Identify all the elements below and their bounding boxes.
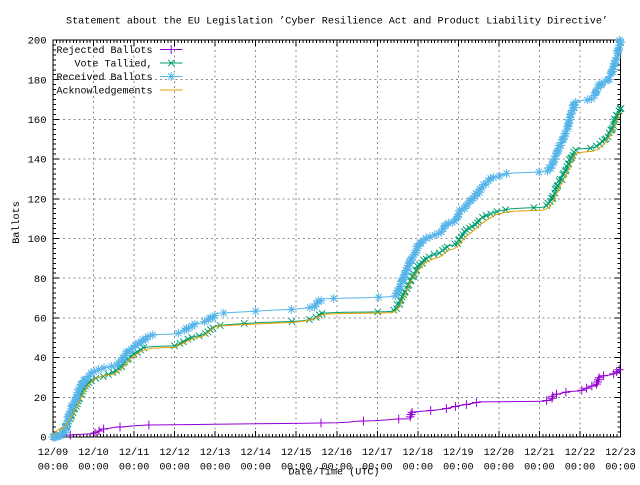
svg-text:00:00: 00:00 xyxy=(403,462,434,474)
svg-text:12/17: 12/17 xyxy=(362,447,393,459)
svg-text:12/13: 12/13 xyxy=(200,447,231,459)
svg-text:12/14: 12/14 xyxy=(240,447,271,459)
svg-text:100: 100 xyxy=(28,234,47,246)
svg-text:12/23: 12/23 xyxy=(605,447,636,459)
svg-text:12/09: 12/09 xyxy=(38,447,69,459)
svg-text:20: 20 xyxy=(34,393,47,405)
svg-text:12/21: 12/21 xyxy=(524,447,555,459)
svg-text:12/18: 12/18 xyxy=(403,447,434,459)
svg-text:160: 160 xyxy=(28,115,47,127)
svg-text:00:00: 00:00 xyxy=(322,462,353,474)
svg-text:Acknowledgements: Acknowledgements xyxy=(57,86,153,98)
svg-text:12/15: 12/15 xyxy=(281,447,312,459)
svg-text:00:00: 00:00 xyxy=(565,462,596,474)
svg-text:Rejected Ballots: Rejected Ballots xyxy=(57,45,153,57)
svg-text:180: 180 xyxy=(28,75,47,87)
svg-text:80: 80 xyxy=(34,274,47,286)
svg-text:12/12: 12/12 xyxy=(159,447,190,459)
svg-text:00:00: 00:00 xyxy=(78,462,109,474)
svg-text:0: 0 xyxy=(40,433,46,445)
svg-text:60: 60 xyxy=(34,314,47,326)
svg-text:Received Ballots: Received Ballots xyxy=(57,72,153,84)
svg-text:Vote Tallied,: Vote Tallied, xyxy=(75,59,153,71)
svg-text:Date/Time (UTC): Date/Time (UTC) xyxy=(289,467,380,479)
svg-text:00:00: 00:00 xyxy=(484,462,515,474)
svg-text:00:00: 00:00 xyxy=(605,462,636,474)
svg-text:Ballots: Ballots xyxy=(11,201,23,244)
svg-text:12/11: 12/11 xyxy=(119,447,150,459)
svg-text:00:00: 00:00 xyxy=(240,462,271,474)
svg-text:12/19: 12/19 xyxy=(443,447,474,459)
svg-text:00:00: 00:00 xyxy=(159,462,190,474)
svg-text:00:00: 00:00 xyxy=(443,462,474,474)
svg-text:Statement about the EU Legisla: Statement about the EU Legislation ’Cybe… xyxy=(66,16,608,28)
svg-text:00:00: 00:00 xyxy=(524,462,555,474)
svg-text:12/22: 12/22 xyxy=(565,447,596,459)
svg-text:00:00: 00:00 xyxy=(38,462,69,474)
svg-text:40: 40 xyxy=(34,353,47,365)
svg-text:200: 200 xyxy=(28,36,47,48)
svg-text:120: 120 xyxy=(28,194,47,206)
svg-text:00:00: 00:00 xyxy=(200,462,231,474)
svg-text:12/20: 12/20 xyxy=(484,447,515,459)
svg-text:00:00: 00:00 xyxy=(362,462,393,474)
svg-text:140: 140 xyxy=(28,155,47,167)
svg-text:00:00: 00:00 xyxy=(281,462,312,474)
svg-text:00:00: 00:00 xyxy=(119,462,150,474)
svg-text:12/10: 12/10 xyxy=(78,447,109,459)
svg-text:12/16: 12/16 xyxy=(322,447,353,459)
